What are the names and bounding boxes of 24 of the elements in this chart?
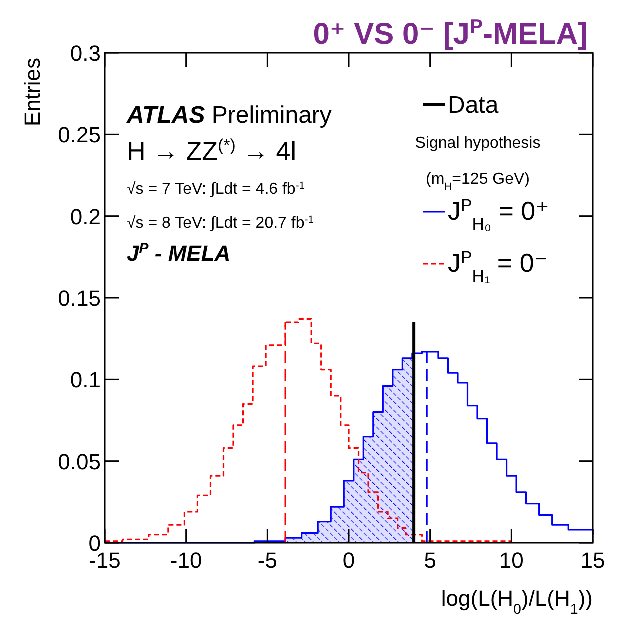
y-tick-label: 0.2 xyxy=(70,204,101,230)
y-tick-label: 0.15 xyxy=(58,286,101,311)
y-tick-label: 0.25 xyxy=(58,122,101,148)
annotation: √s = 7 TeV: ∫Ldt = 4.6 fb$^{-1}$ xyxy=(127,180,306,198)
x-tick-label: 15 xyxy=(580,548,606,573)
y-tick-label: 0.3 xyxy=(70,41,101,66)
x-tick-label: -10 xyxy=(170,548,202,573)
x-tick-label: -5 xyxy=(258,548,278,573)
y-tick-label: 0.1 xyxy=(70,368,101,393)
y-axis-title: Entries xyxy=(20,58,45,126)
annotation: √s = 8 TeV: ∫Ldt = 20.7 fb$^{-1}$ xyxy=(127,214,314,232)
legend-label: J$^{P}$$_{H₁}$ = 0⁻ xyxy=(448,248,548,286)
legend-label: J$^{P}$$_{H₀}$ = 0⁺ xyxy=(448,196,550,234)
x-tick-label: 5 xyxy=(424,548,436,573)
annotation: ATLAS Preliminary xyxy=(126,102,332,129)
y-tick-label: 0.05 xyxy=(58,449,101,474)
x-axis-title: log(L(H$_{0}$)/L(H$_{1}$)) xyxy=(441,586,593,618)
annotation: J$^{P}$ - MELA xyxy=(127,241,231,266)
chart-title: 0⁺ VS 0⁻ [J$^{P}$-MELA] xyxy=(313,16,588,51)
legend-title: Signal hypothesis (m$_{H}$=125 GeV) xyxy=(415,135,541,192)
legend-label: Data xyxy=(448,92,500,119)
x-tick-label: 10 xyxy=(499,548,524,573)
x-tick-label: 0 xyxy=(342,548,356,573)
annotation: H → ZZ$^{(*)}$ → 4l xyxy=(127,136,297,166)
